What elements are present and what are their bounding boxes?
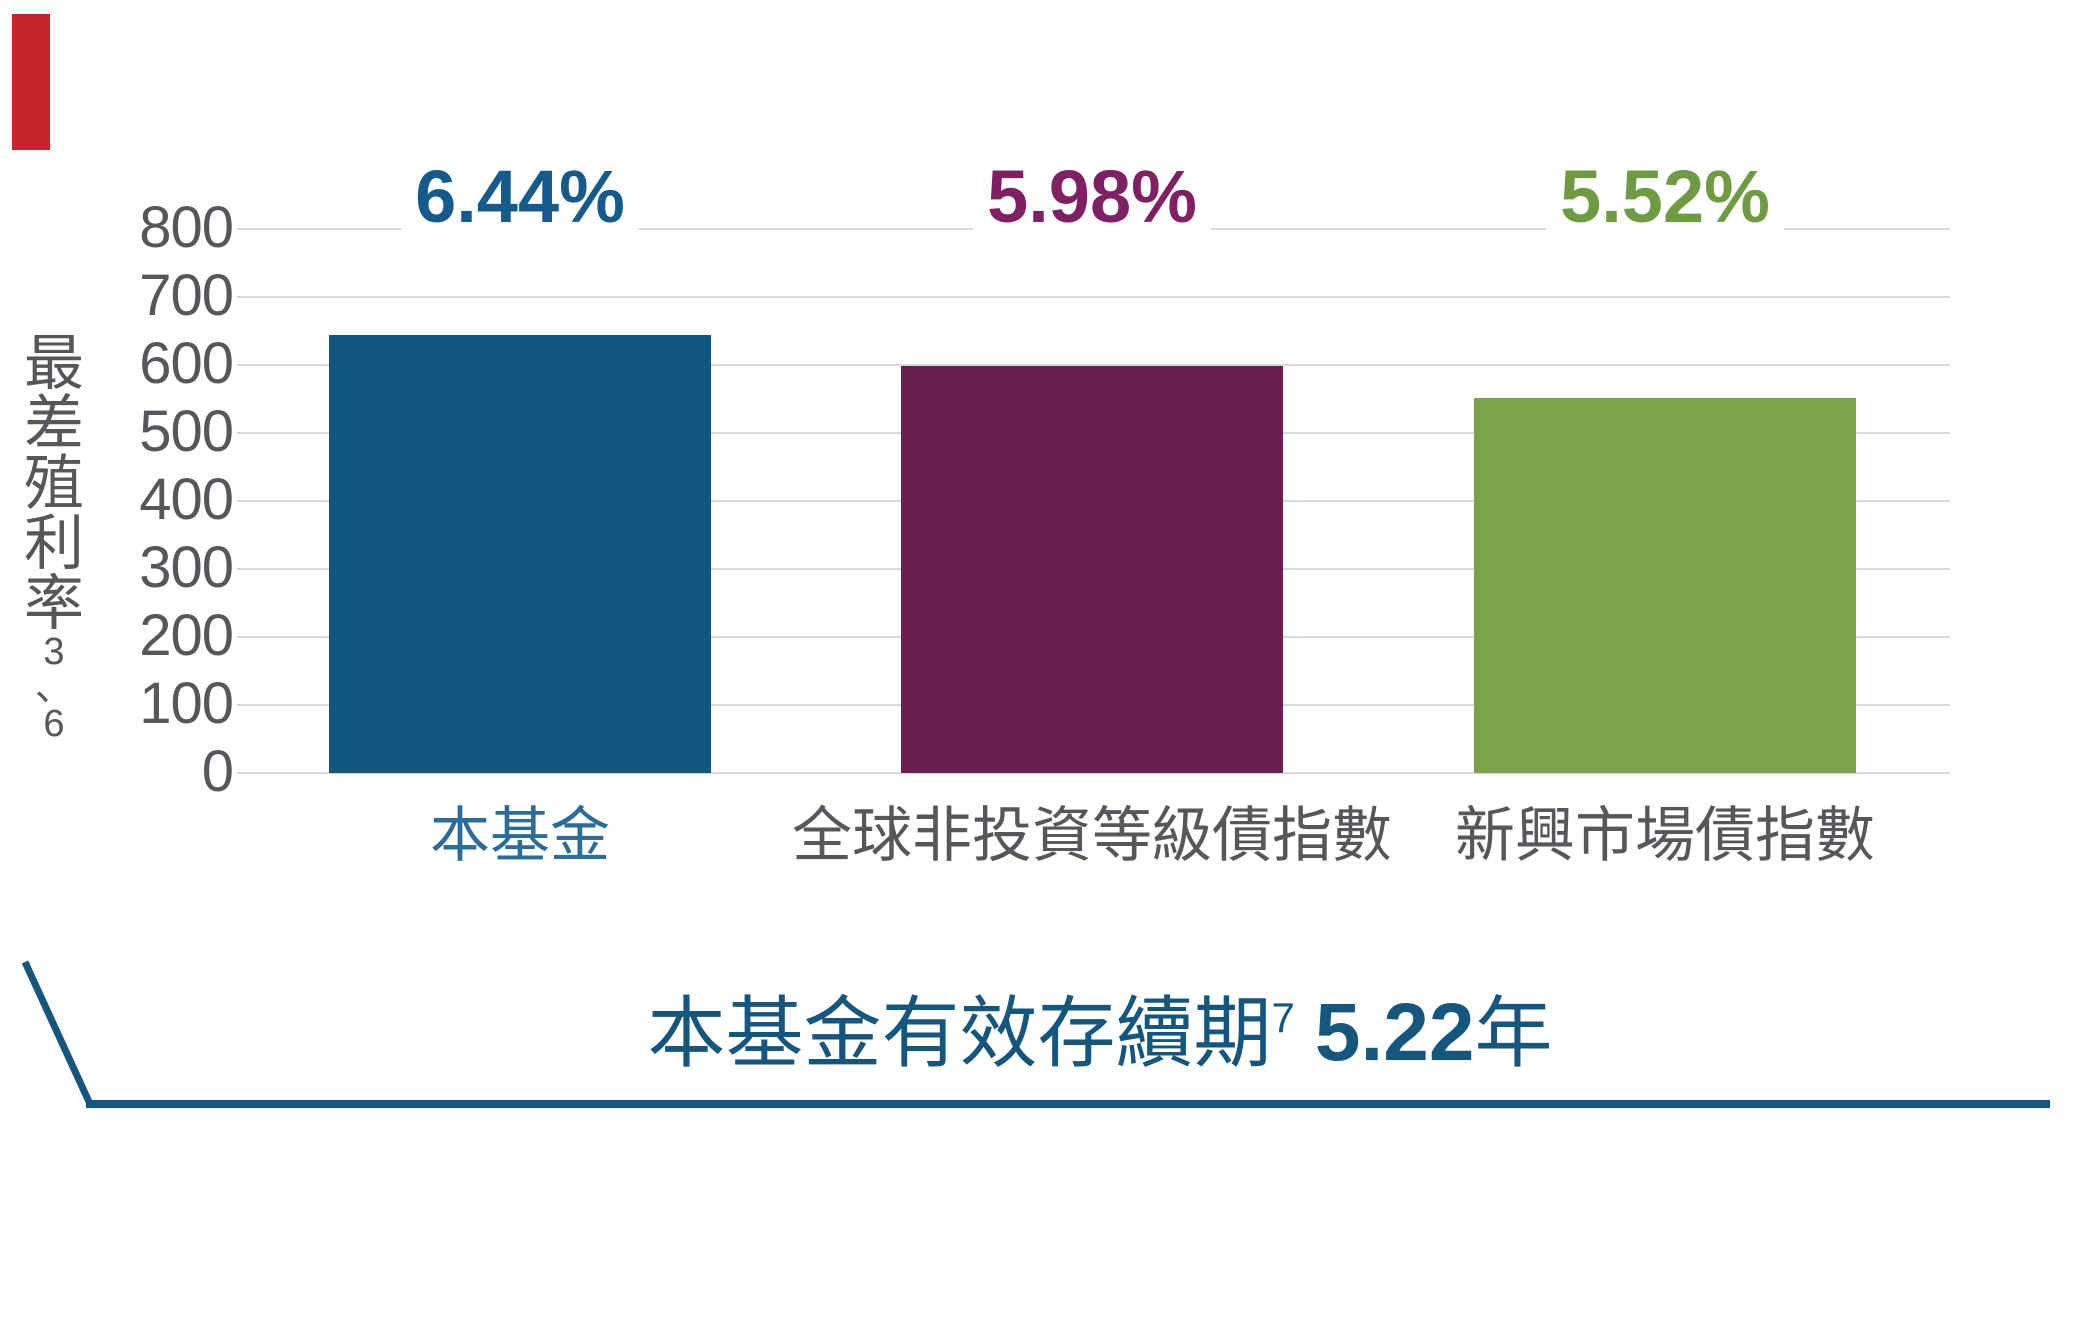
footer-rule-diagonal	[21, 960, 94, 1106]
bar-value-label-1: 5.98%	[973, 160, 1211, 234]
bar-2	[1474, 398, 1856, 773]
y-tick-label-500: 500	[139, 399, 234, 464]
category-label-2: 新興市場債指數	[1455, 802, 1875, 869]
y-axis-title: 最差殖利率 3、 6	[16, 330, 92, 745]
y-axis-title-char: 最	[24, 330, 84, 397]
duration-unit: 年	[1474, 989, 1553, 1077]
bar-value-label-0: 6.44%	[401, 160, 639, 234]
category-label-1: 全球非投資等級債指數	[792, 802, 1392, 869]
duration-footnote: 7	[1271, 994, 1295, 1041]
y-axis-title-footnote-char: 3	[43, 631, 65, 673]
gridline-600	[237, 364, 1950, 366]
y-tick-label-300: 300	[139, 535, 234, 600]
bar-0	[329, 335, 711, 773]
y-axis-title-char: 利	[24, 510, 84, 577]
category-label-0: 本基金	[430, 802, 610, 869]
y-axis-title-footnote-char: 6	[43, 703, 65, 745]
bar-1	[901, 366, 1283, 773]
y-tick-label-0: 0	[201, 739, 234, 804]
duration-statement: 本基金有效存續期7 5.22年	[648, 972, 1553, 1079]
duration-label: 本基金有效存續期	[647, 989, 1272, 1077]
y-axis-title-footnote-char: 、	[34, 667, 73, 709]
y-axis-title-char: 差	[24, 390, 84, 457]
y-tick-label-800: 800	[139, 195, 234, 260]
y-axis-title-char: 率	[24, 570, 84, 637]
y-tick-label-100: 100	[139, 671, 234, 736]
duration-value: 5.22	[1314, 987, 1475, 1078]
corner-accent-bar	[12, 14, 50, 150]
y-tick-label-400: 400	[139, 467, 234, 532]
bar-value-label-2: 5.52%	[1546, 160, 1784, 234]
y-tick-label-600: 600	[139, 331, 234, 396]
y-tick-label-700: 700	[139, 263, 234, 328]
gridline-0	[237, 772, 1950, 774]
y-tick-label-200: 200	[139, 603, 234, 668]
gridline-700	[237, 296, 1950, 298]
y-axis-title-char: 殖	[24, 450, 84, 517]
